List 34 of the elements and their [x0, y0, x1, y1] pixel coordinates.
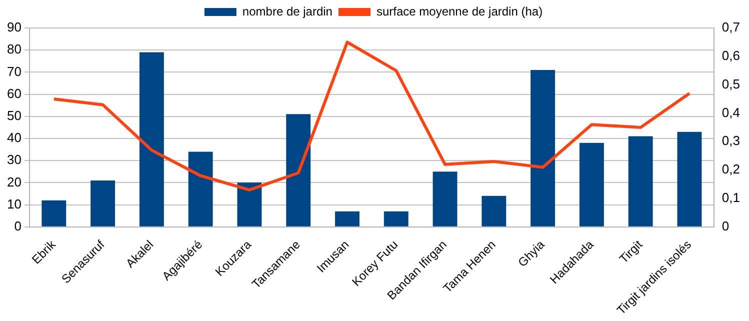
bar — [677, 132, 702, 226]
y-tick-label: 10 — [6, 196, 22, 212]
y2-tick-label: 0,1 — [722, 190, 740, 206]
y2-tick-label: 0,3 — [722, 133, 740, 148]
y-tick-label: 60 — [6, 86, 22, 101]
bar — [139, 52, 164, 226]
y-tick-label: 20 — [6, 174, 22, 190]
y-tick-label: 40 — [6, 130, 22, 146]
bar — [188, 152, 213, 226]
y2-tick-label: 0,7 — [722, 20, 740, 35]
y-tick-label: 80 — [6, 42, 22, 57]
y2-tick-label: 0 — [722, 218, 730, 234]
y2-tick-label: 0,2 — [722, 162, 740, 177]
bar — [530, 70, 556, 226]
y-tick-label: 70 — [6, 64, 22, 79]
bar — [237, 182, 262, 226]
bar — [384, 211, 408, 226]
y-tick-label: 90 — [6, 20, 22, 35]
y-tick-label: 30 — [6, 152, 22, 168]
bar — [42, 200, 66, 226]
y2-tick-label: 0,4 — [722, 104, 740, 120]
bar — [335, 211, 360, 226]
bar — [482, 196, 506, 226]
bar — [90, 180, 116, 226]
bar — [579, 142, 604, 226]
bar — [432, 172, 458, 226]
y2-tick-label: 0,6 — [722, 48, 740, 63]
y-tick-label: 0 — [14, 218, 22, 234]
legend-label: surface moyenne de jardin (ha) — [376, 4, 543, 18]
bar — [286, 114, 311, 226]
legend-label: nombre de jardin — [242, 4, 332, 18]
bar — [628, 136, 653, 226]
y2-tick-label: 0,5 — [722, 76, 740, 92]
y-tick-label: 50 — [6, 108, 22, 123]
